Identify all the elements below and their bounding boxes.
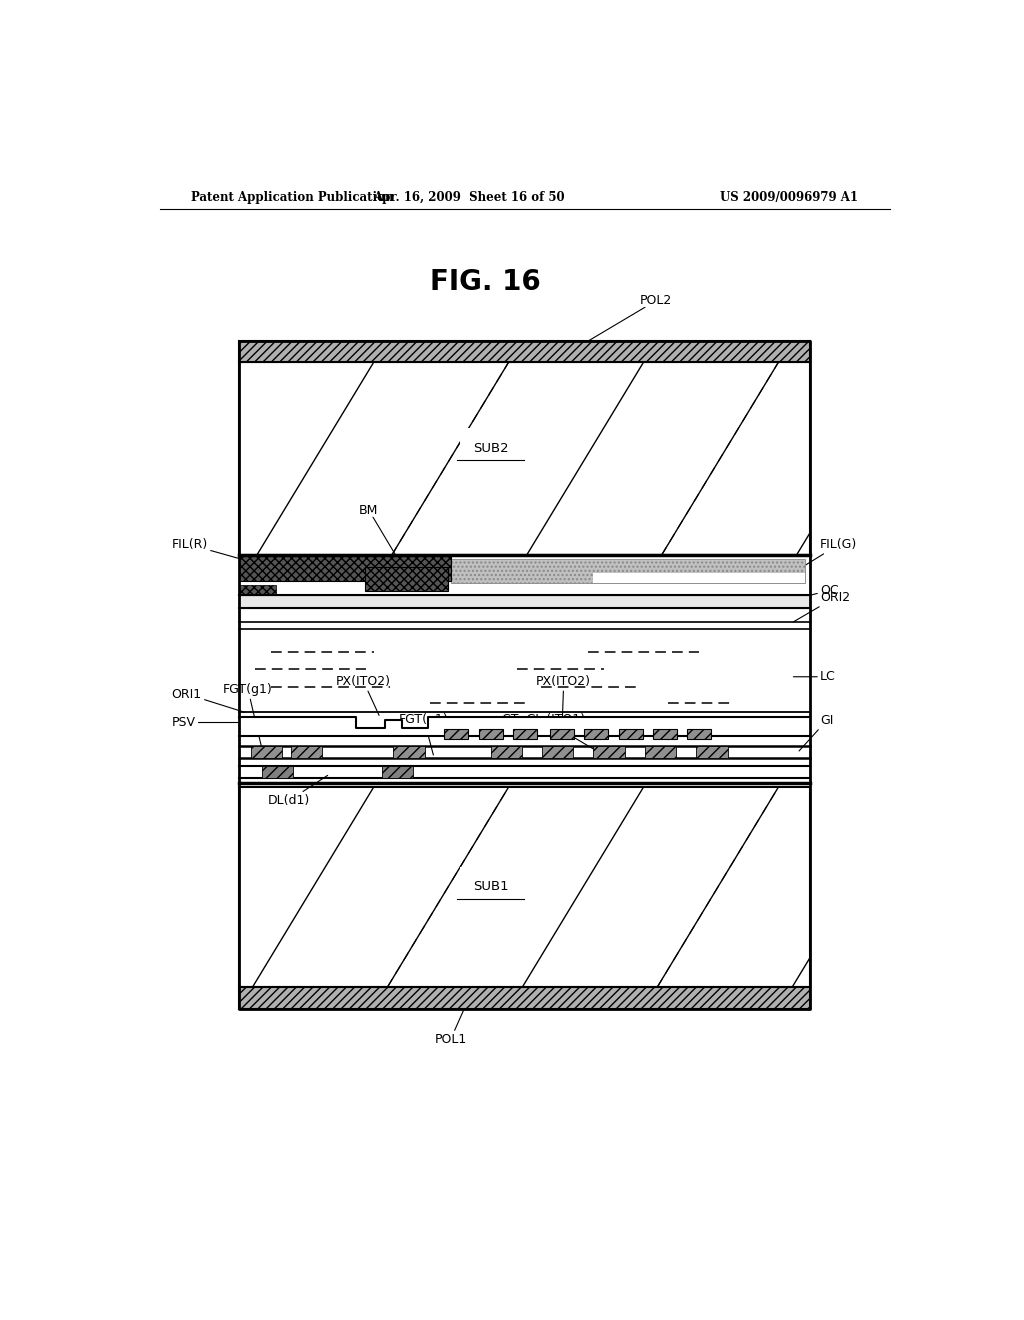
Text: CT, CL (ITO1): CT, CL (ITO1): [502, 713, 593, 748]
Bar: [490, 746, 522, 758]
Bar: [240, 342, 811, 362]
Bar: [291, 746, 322, 758]
Text: SUB2: SUB2: [473, 442, 508, 454]
Text: FIL(G): FIL(G): [799, 539, 857, 569]
Bar: [451, 558, 805, 583]
Text: PSV: PSV: [172, 715, 245, 729]
Bar: [240, 595, 811, 607]
Text: Apr. 16, 2009  Sheet 16 of 50: Apr. 16, 2009 Sheet 16 of 50: [374, 190, 565, 203]
Text: PX(ITO2): PX(ITO2): [336, 676, 391, 715]
Bar: [240, 554, 451, 581]
Text: OC: OC: [794, 583, 839, 599]
Bar: [478, 729, 503, 739]
Text: POL1: POL1: [434, 1001, 468, 1047]
Bar: [696, 746, 728, 758]
Bar: [550, 729, 573, 739]
Bar: [645, 746, 676, 758]
Bar: [251, 746, 282, 758]
Text: BM: BM: [359, 503, 399, 561]
Bar: [444, 729, 468, 739]
Bar: [593, 573, 805, 583]
Bar: [687, 729, 711, 739]
Bar: [240, 585, 276, 607]
Bar: [240, 362, 811, 554]
Text: SUB1: SUB1: [473, 880, 508, 894]
Bar: [393, 746, 425, 758]
Bar: [593, 746, 625, 758]
Text: FGT(g1): FGT(g1): [223, 684, 273, 748]
Bar: [240, 987, 811, 1008]
Bar: [618, 729, 642, 739]
Bar: [240, 787, 811, 987]
Text: POL2: POL2: [570, 294, 672, 351]
Polygon shape: [240, 718, 811, 735]
Text: FGT(g1): FGT(g1): [399, 713, 449, 755]
Text: FIL(R): FIL(R): [172, 539, 262, 565]
Bar: [262, 766, 294, 779]
Bar: [513, 729, 537, 739]
Text: FIG. 16: FIG. 16: [430, 268, 541, 297]
Bar: [585, 729, 608, 739]
Text: DL(d1): DL(d1): [267, 775, 328, 808]
Text: GI: GI: [799, 714, 834, 751]
Text: LC: LC: [794, 671, 836, 684]
Bar: [542, 746, 573, 758]
Bar: [382, 766, 414, 779]
Text: PX(ITO2): PX(ITO2): [537, 676, 591, 731]
Text: US 2009/0096979 A1: US 2009/0096979 A1: [720, 190, 858, 203]
Text: ORI1: ORI1: [172, 688, 245, 713]
Bar: [365, 568, 447, 591]
Text: ORI2: ORI2: [794, 591, 850, 622]
Bar: [652, 729, 677, 739]
Text: Patent Application Publication: Patent Application Publication: [191, 190, 394, 203]
